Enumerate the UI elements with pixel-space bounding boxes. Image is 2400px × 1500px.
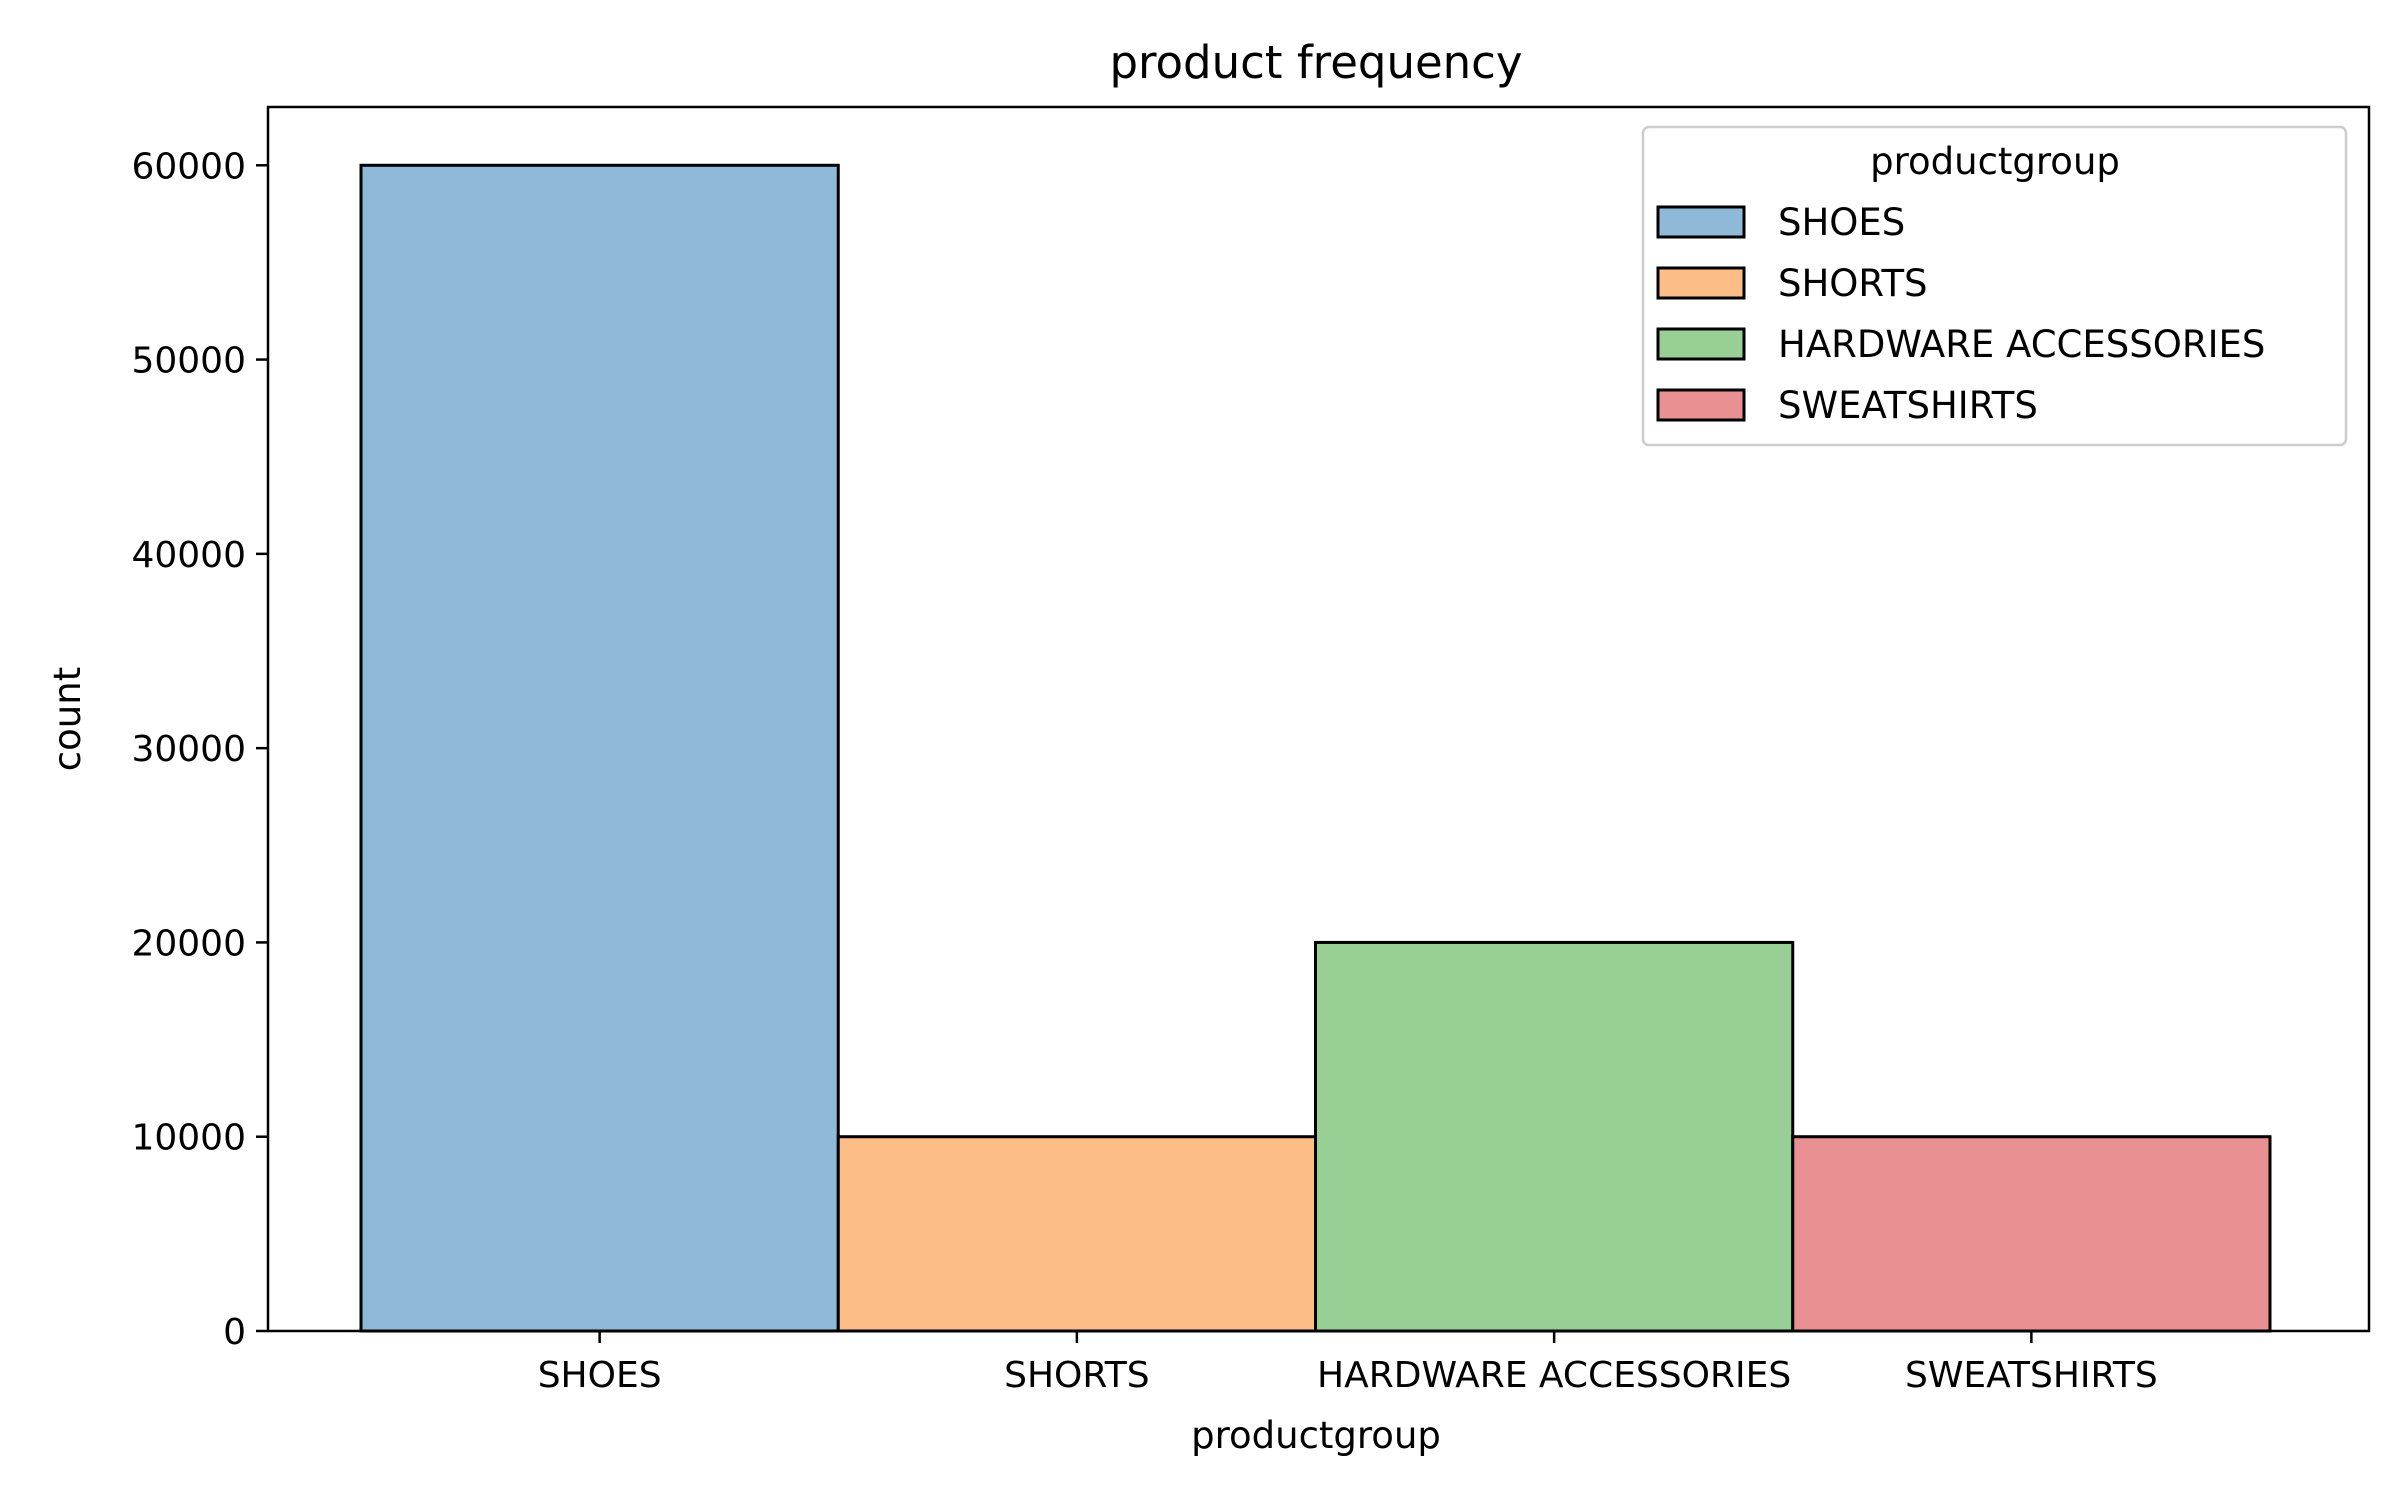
legend-swatch-shoes bbox=[1656, 205, 1746, 239]
y-axis-title: count bbox=[46, 667, 89, 771]
y-tick-label: 40000 bbox=[131, 535, 246, 576]
x-tick-label-shorts: SHORTS bbox=[1004, 1355, 1150, 1396]
y-tick-label: 10000 bbox=[131, 1118, 246, 1159]
legend-swatch-sweatshirts bbox=[1656, 388, 1746, 422]
legend-label-sweatshirts: SWEATSHIRTS bbox=[1778, 384, 2038, 427]
legend-title: productgroup bbox=[1870, 140, 2120, 183]
y-tick-label: 20000 bbox=[131, 923, 246, 964]
bar-sweatshirts bbox=[1791, 1135, 2272, 1333]
x-tick-label-shoes: SHOES bbox=[538, 1355, 662, 1396]
x-tick-label-hardware-accessories: HARDWARE ACCESSORIES bbox=[1317, 1355, 1791, 1396]
y-axis-ticks: 0 10000 20000 30000 40000 50000 60000 bbox=[131, 146, 268, 1353]
bar-shorts bbox=[836, 1135, 1317, 1333]
legend-label-shorts: SHORTS bbox=[1778, 262, 1928, 305]
legend-swatch-hardware-accessories bbox=[1656, 327, 1746, 361]
bar-shoes bbox=[359, 163, 840, 1333]
y-tick-label: 30000 bbox=[131, 729, 246, 770]
legend-label-shoes: SHOES bbox=[1778, 201, 1905, 244]
bars-group bbox=[359, 163, 2272, 1333]
legend-swatch-shorts bbox=[1656, 266, 1746, 300]
y-tick-label: 50000 bbox=[131, 341, 246, 382]
plot-frame bbox=[266, 105, 2371, 1333]
x-axis-title: productgroup bbox=[1191, 1414, 1441, 1457]
legend-entries: SHOES SHORTS HARDWARE ACCESSORIES SWEATSHIR… bbox=[1656, 201, 2265, 427]
bar-hardware-accessories bbox=[1314, 940, 1795, 1333]
chart-title: product frequency bbox=[1109, 36, 1522, 89]
x-tick-label-sweatshirts: SWEATSHIRTS bbox=[1905, 1355, 2158, 1396]
x-axis-ticks: SHOES SHORTS HARDWARE ACCESSORIES SWEATSHIR… bbox=[538, 1331, 2158, 1396]
y-tick-label: 60000 bbox=[131, 146, 246, 187]
legend: productgroup SHOES SHORTS HARDWARE ACCESSO… bbox=[1641, 125, 2348, 447]
legend-label-hardware-accessories: HARDWARE ACCESSORIES bbox=[1778, 323, 2265, 366]
y-tick-label: 0 bbox=[223, 1312, 246, 1353]
legend-box bbox=[1641, 125, 2348, 447]
